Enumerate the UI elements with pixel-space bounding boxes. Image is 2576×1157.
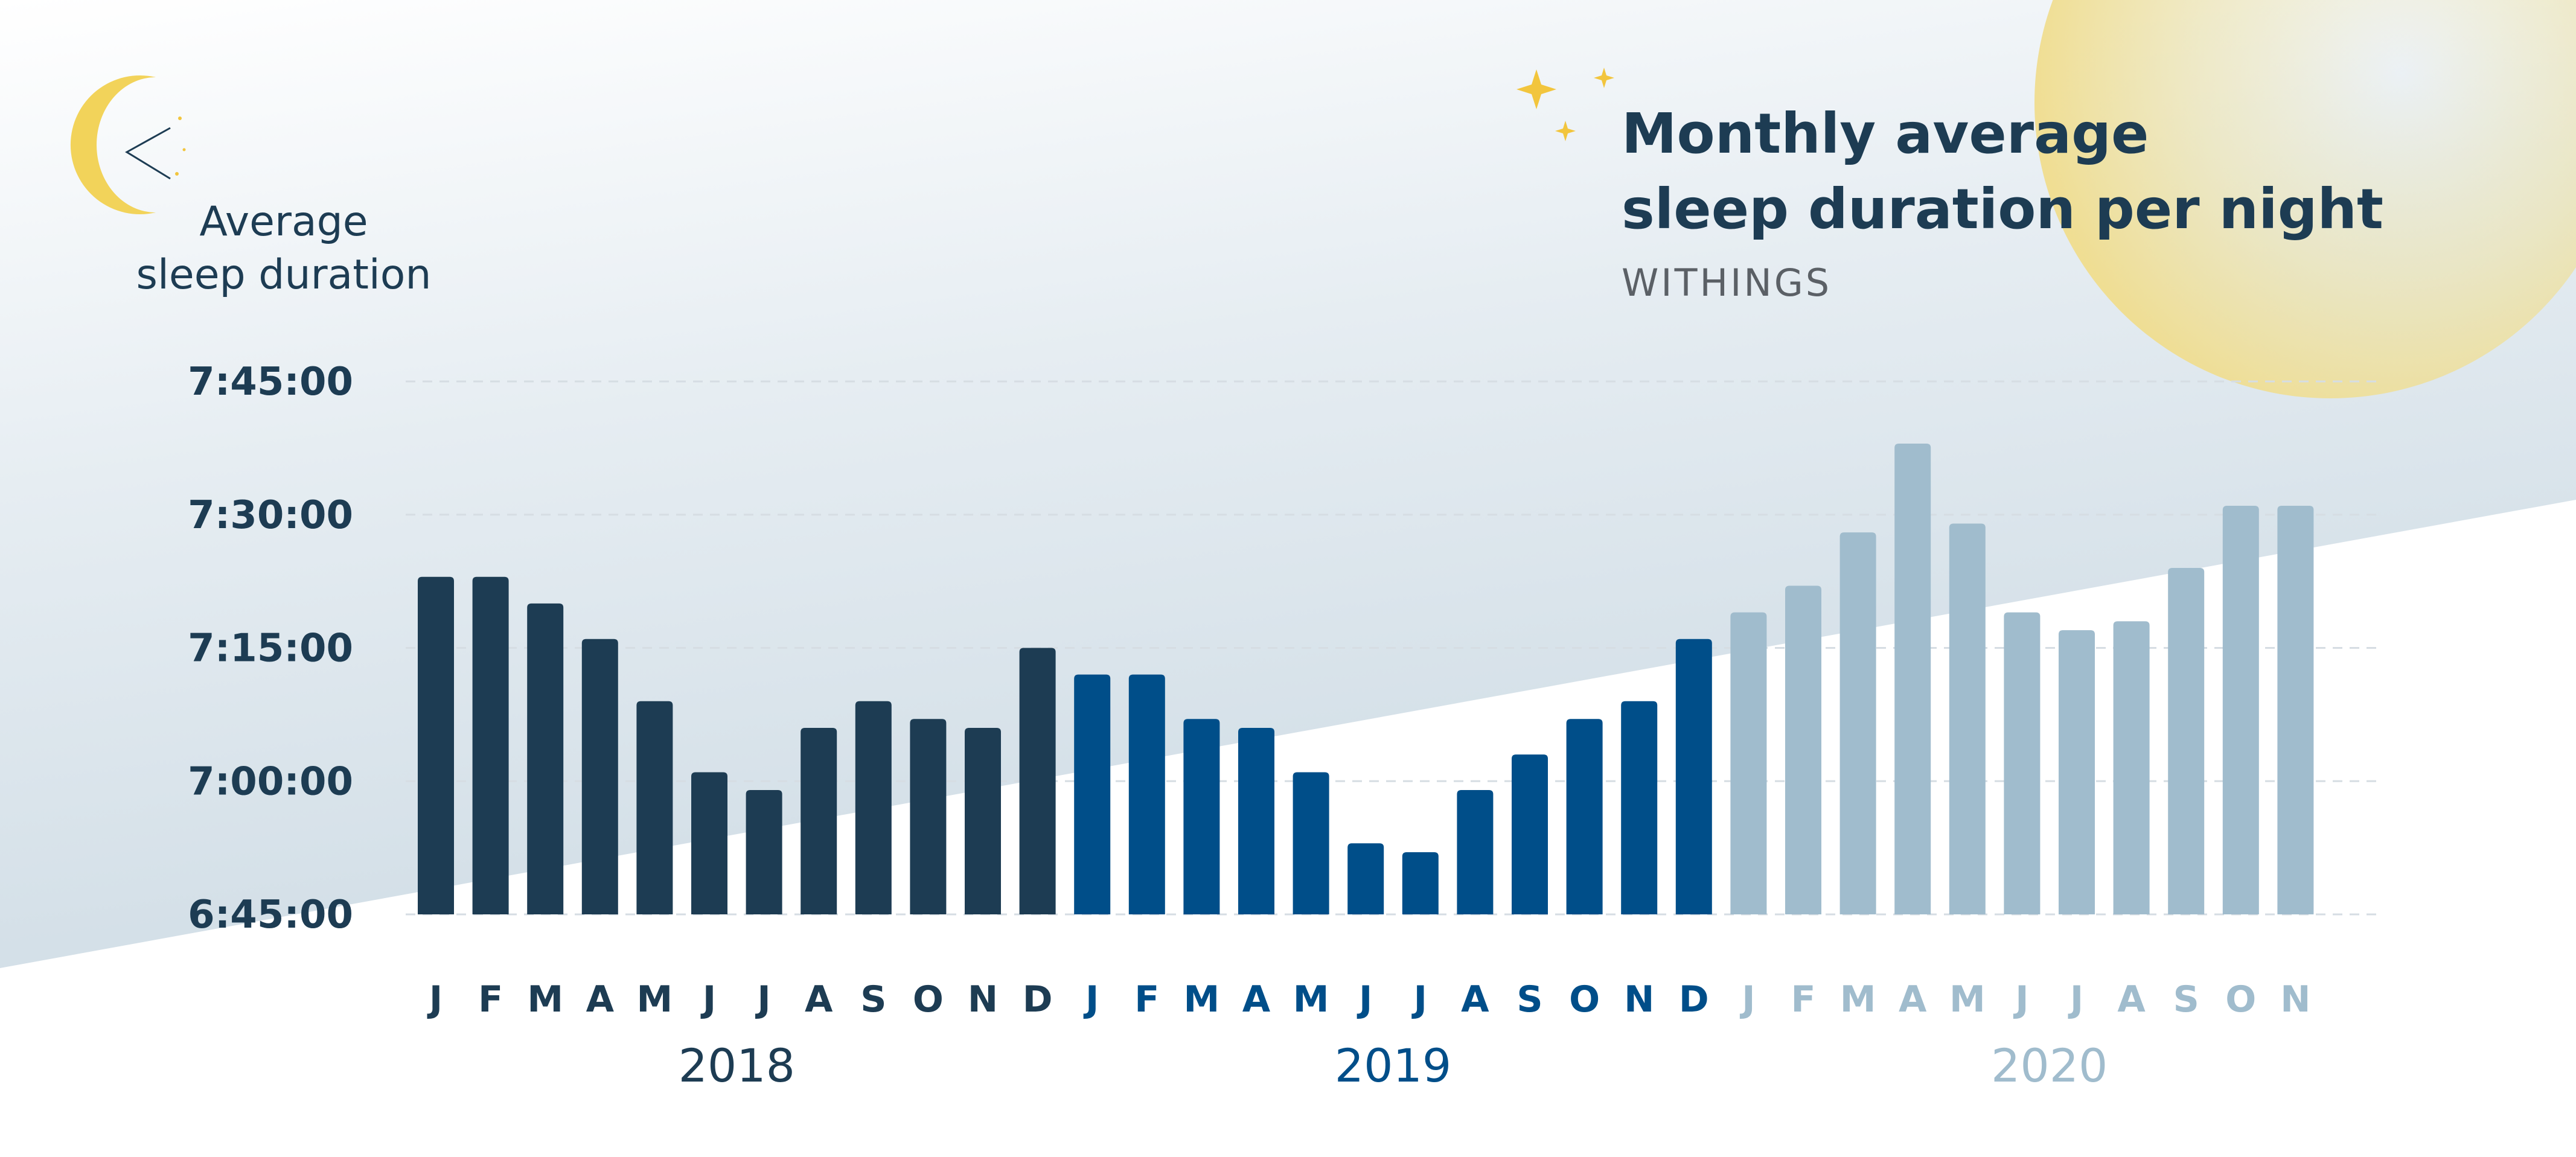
- bar-2018-11: [965, 727, 1001, 914]
- bar-2019-9: [1512, 754, 1548, 914]
- x-tick-month: S: [2173, 978, 2199, 1021]
- x-tick-month: J: [1083, 978, 1099, 1021]
- bar-2020-2: [1785, 585, 1821, 914]
- bar-2020-7: [2059, 630, 2095, 914]
- y-tick-label: 7:15:00: [188, 626, 353, 671]
- bar-2018-4: [581, 639, 618, 914]
- y-axis-ticks: 6:45:00 7:00:00 7:15:00 7:30:00 7:45:00: [188, 360, 353, 937]
- x-tick-month: N: [968, 978, 998, 1021]
- x-tick-month: O: [2225, 978, 2256, 1021]
- year-label-2019: 2019: [1335, 1039, 1451, 1092]
- bar-2020-6: [2004, 612, 2041, 914]
- bar-2018-8: [801, 727, 837, 914]
- bar-2019-12: [1675, 639, 1712, 914]
- x-tick-month: A: [1242, 978, 1271, 1021]
- bar-2018-1: [418, 576, 454, 914]
- x-tick-month: N: [1624, 978, 1654, 1021]
- grid-lines: [406, 380, 2382, 916]
- x-tick-month: O: [1569, 978, 1600, 1021]
- x-tick-month: J: [2013, 978, 2028, 1021]
- bar-2018-7: [746, 789, 782, 914]
- chart-source: WITHINGS: [1622, 261, 1832, 305]
- bar-2019-1: [1074, 674, 1111, 914]
- bar-2019-7: [1402, 852, 1439, 914]
- y-tick-label: 7:30:00: [188, 493, 353, 538]
- x-tick-month: J: [1739, 978, 1755, 1021]
- crescent-moon-icon: [70, 75, 186, 214]
- bar-2019-6: [1347, 843, 1384, 914]
- x-tick-month: A: [1461, 978, 1489, 1021]
- x-tick-month: O: [913, 978, 944, 1021]
- y-tick-label: 7:00:00: [188, 759, 353, 804]
- bar-2018-9: [855, 701, 892, 914]
- x-tick-month: J: [2068, 978, 2083, 1021]
- x-tick-month: J: [1411, 978, 1427, 1021]
- bar-2019-8: [1457, 789, 1494, 914]
- y-axis-label-line1: Average: [199, 198, 368, 246]
- x-tick-month: D: [1679, 978, 1709, 1021]
- bar-2018-6: [691, 772, 727, 914]
- x-tick-month: F: [1134, 978, 1159, 1021]
- year-label-2020: 2020: [1991, 1039, 2108, 1092]
- bar-2019-3: [1183, 719, 1220, 914]
- x-tick-month: A: [1899, 978, 1927, 1021]
- chart-title-line2: sleep duration per night: [1622, 177, 2383, 241]
- bar-2019-10: [1566, 719, 1603, 914]
- bar-2018-10: [910, 719, 947, 914]
- year-label-2018: 2018: [679, 1039, 795, 1092]
- y-tick-label: 7:45:00: [188, 360, 353, 404]
- x-tick-month: J: [427, 978, 443, 1021]
- x-tick-month: J: [755, 978, 770, 1021]
- y-axis-label-line2: sleep duration: [136, 251, 432, 299]
- x-axis-year-labels: 2018 2019 2020: [679, 1039, 2108, 1092]
- sparkle-stars-icon: [1517, 68, 1614, 141]
- x-tick-month: F: [1791, 978, 1816, 1021]
- x-tick-month: J: [1357, 978, 1372, 1021]
- bar-2020-9: [2168, 568, 2205, 914]
- x-tick-month: M: [1184, 978, 1220, 1021]
- x-tick-month: F: [478, 978, 503, 1021]
- bar-2019-11: [1621, 701, 1658, 914]
- x-tick-month: A: [805, 978, 833, 1021]
- x-tick-month: M: [637, 978, 673, 1021]
- x-tick-month: M: [1840, 978, 1876, 1021]
- bar-2020-11: [2277, 506, 2314, 914]
- x-tick-month: S: [1517, 978, 1542, 1021]
- bar-2018-3: [527, 603, 564, 914]
- bar-2019-2: [1128, 674, 1165, 914]
- x-tick-month: J: [700, 978, 716, 1021]
- x-tick-month: S: [860, 978, 886, 1021]
- bars: [418, 444, 2314, 914]
- x-tick-month: A: [2117, 978, 2146, 1021]
- x-tick-month: M: [527, 978, 563, 1021]
- y-tick-label: 6:45:00: [188, 893, 353, 937]
- bar-2020-10: [2222, 506, 2259, 914]
- chart-title-line1: Monthly average: [1622, 101, 2149, 166]
- bar-2018-2: [472, 576, 509, 914]
- x-tick-month: M: [1949, 978, 1986, 1021]
- x-tick-month: D: [1023, 978, 1053, 1021]
- sun-glow-icon: [2034, 0, 2576, 398]
- x-tick-month: A: [586, 978, 615, 1021]
- bar-2019-4: [1238, 727, 1274, 914]
- x-tick-month: M: [1293, 978, 1329, 1021]
- bar-2020-8: [2113, 621, 2150, 914]
- bar-2019-5: [1293, 772, 1329, 914]
- bar-2018-5: [636, 701, 673, 914]
- bar-2018-12: [1019, 648, 1056, 914]
- bar-2020-4: [1894, 444, 1931, 914]
- bar-2020-1: [1730, 612, 1767, 914]
- bar-2020-3: [1839, 532, 1876, 914]
- x-tick-month: N: [2280, 978, 2310, 1021]
- bar-2020-5: [1949, 523, 1986, 914]
